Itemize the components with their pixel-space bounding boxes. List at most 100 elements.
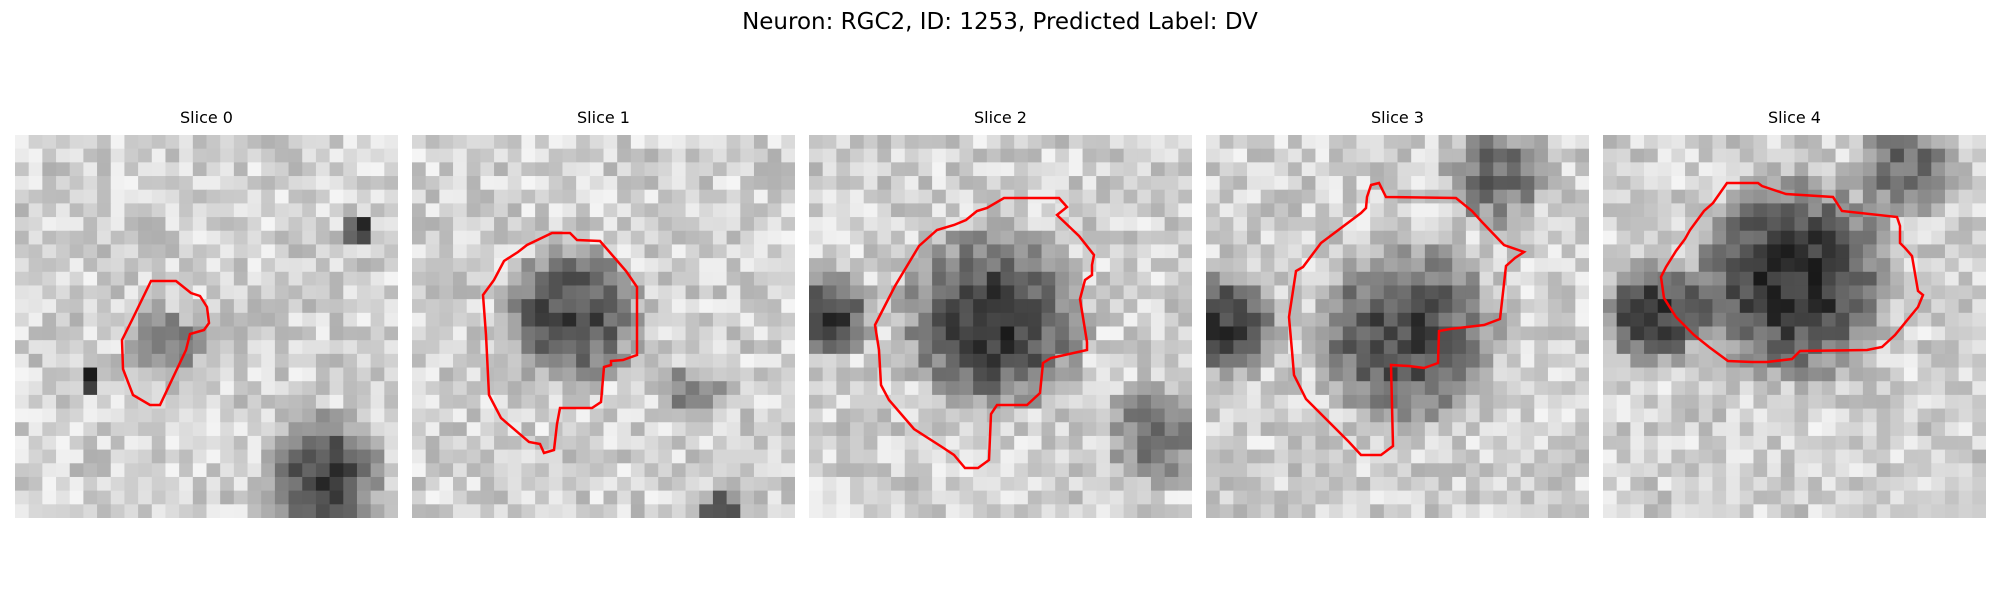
image-pixel — [891, 449, 906, 464]
image-pixel — [384, 285, 398, 300]
image-pixel — [466, 312, 481, 327]
image-pixel — [1671, 340, 1686, 355]
image-pixel — [1780, 463, 1795, 478]
image-pixel — [1767, 135, 1782, 150]
image-pixel — [1356, 504, 1371, 518]
image-pixel — [576, 148, 591, 163]
image-pixel — [699, 162, 714, 177]
image-pixel — [753, 490, 769, 505]
image-pixel — [480, 189, 495, 204]
image-pixel — [439, 408, 454, 423]
image-pixel — [1055, 381, 1070, 396]
image-pixel — [507, 312, 522, 327]
image-pixel — [288, 162, 303, 177]
image-pixel — [206, 189, 221, 204]
image-pixel — [1644, 381, 1659, 396]
image-pixel — [138, 135, 153, 150]
image-pixel — [1137, 463, 1152, 478]
image-pixel — [753, 381, 769, 396]
image-pixel — [1027, 449, 1043, 464]
image-pixel — [1096, 353, 1111, 369]
image-pixel — [1164, 449, 1179, 464]
image-pixel — [83, 189, 98, 204]
image-pixel — [97, 258, 112, 273]
image-pixel — [1411, 258, 1426, 273]
image-pixel — [343, 162, 358, 177]
image-pixel — [315, 176, 331, 191]
image-pixel — [1603, 326, 1618, 341]
image-pixel — [1931, 504, 1946, 518]
image-pixel — [1862, 299, 1878, 314]
image-pixel — [233, 244, 249, 259]
image-pixel — [1274, 381, 1289, 396]
image-pixel — [425, 312, 440, 327]
image-pixel — [904, 476, 919, 492]
slice-image-svg — [1603, 135, 1986, 518]
image-pixel — [1096, 244, 1111, 259]
image-pixel — [1685, 408, 1700, 423]
image-pixel — [1465, 449, 1481, 464]
image-pixel — [617, 326, 632, 341]
image-pixel — [986, 394, 1001, 410]
image-pixel — [1068, 162, 1084, 177]
image-pixel — [1862, 135, 1878, 150]
image-pixel — [1096, 203, 1111, 218]
image-pixel — [932, 271, 947, 286]
image-pixel — [1233, 244, 1248, 259]
image-pixel — [1616, 422, 1631, 437]
image-pixel — [1370, 217, 1385, 232]
image-pixel — [1794, 476, 1809, 492]
image-pixel — [904, 353, 919, 369]
image-pixel — [1301, 285, 1316, 300]
image-pixel — [986, 340, 1001, 355]
image-pixel — [617, 504, 632, 518]
image-pixel — [1137, 189, 1152, 204]
image-pixel — [1849, 135, 1864, 150]
image-pixel — [809, 135, 824, 150]
image-pixel — [453, 285, 468, 300]
image-pixel — [15, 367, 30, 382]
image-pixel — [918, 381, 933, 396]
image-pixel — [658, 244, 673, 259]
image-pixel — [206, 476, 221, 492]
image-pixel — [1164, 381, 1179, 396]
image-pixel — [1671, 367, 1686, 382]
image-pixel — [767, 381, 782, 396]
image-pixel — [1931, 312, 1946, 327]
image-pixel — [1411, 476, 1426, 492]
image-pixel — [1780, 504, 1795, 518]
image-pixel — [562, 203, 577, 218]
image-pixel — [1972, 504, 1986, 518]
image-pixel — [1356, 271, 1371, 286]
image-pixel — [1301, 340, 1316, 355]
image-pixel — [288, 422, 303, 437]
image-pixel — [1944, 367, 1960, 382]
image-pixel — [1698, 271, 1713, 286]
image-pixel — [1247, 189, 1262, 204]
image-pixel — [1342, 312, 1357, 327]
image-pixel — [1547, 490, 1563, 505]
image-pixel — [453, 176, 468, 191]
image-pixel — [480, 422, 495, 437]
image-pixel — [630, 381, 646, 396]
image-pixel — [1712, 463, 1727, 478]
image-pixel — [412, 148, 427, 163]
image-pixel — [1096, 230, 1111, 245]
image-pixel — [1479, 176, 1494, 191]
image-pixel — [288, 408, 303, 423]
image-pixel — [206, 394, 221, 410]
image-pixel — [1137, 312, 1152, 327]
image-pixel — [206, 162, 221, 177]
image-pixel — [233, 394, 249, 410]
image-pixel — [740, 271, 755, 286]
image-pixel — [1862, 476, 1878, 492]
image-pixel — [1301, 203, 1316, 218]
image-pixel — [644, 162, 659, 177]
image-pixel — [1383, 299, 1398, 314]
image-pixel — [863, 326, 878, 341]
image-pixel — [973, 176, 988, 191]
image-pixel — [850, 490, 865, 505]
image-pixel — [1685, 381, 1700, 396]
image-pixel — [1342, 217, 1357, 232]
image-pixel — [603, 463, 618, 478]
